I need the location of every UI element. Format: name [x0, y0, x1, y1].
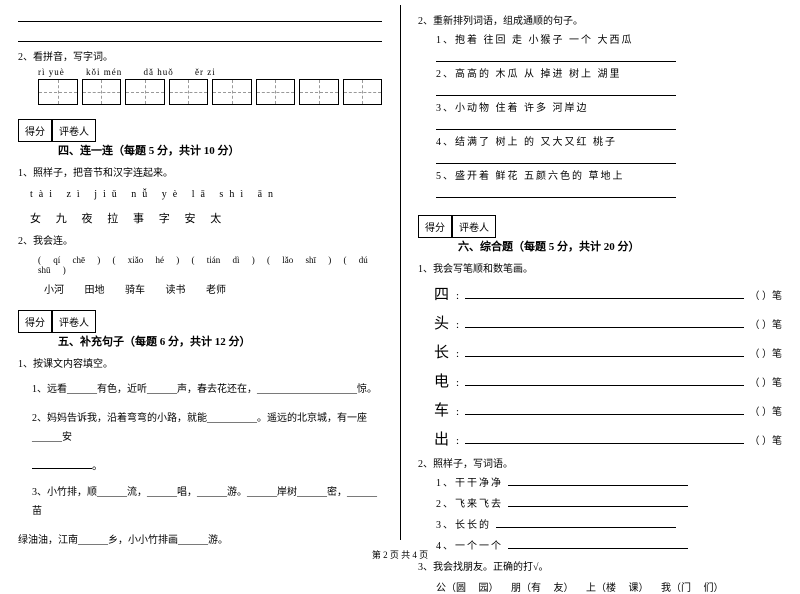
stroke-char: 四: [434, 283, 456, 304]
stroke-row: 电:（ ）笔: [434, 370, 782, 391]
score-cell: 得分: [18, 119, 52, 142]
stroke-tail: （ ）笔: [750, 345, 783, 360]
pinyin-group: rì yuè: [38, 67, 65, 77]
stroke-line: [465, 385, 743, 386]
page: 2、看拼音，写字词。 rì yuè kǒi mén dǎ huǒ ěr zi 得…: [0, 0, 800, 565]
stroke-tail: （ ）笔: [750, 403, 783, 418]
pinyin-row: rì yuè kǒi mén dǎ huǒ ěr zi: [38, 67, 382, 77]
s6-q2-label: 3、长长的: [436, 520, 491, 531]
s4-pinyin2: ( qí chē ) ( xiǎo hé ) ( tián dì ) ( lǎo…: [38, 255, 382, 275]
char-grid: [212, 79, 252, 105]
pinyin-group: kǒi mén: [86, 67, 122, 77]
pinyin-group: dǎ huǒ: [144, 67, 174, 77]
stroke-row: 出:（ ）笔: [434, 428, 782, 449]
stroke-line: [465, 356, 743, 357]
right-column: 2、重新排列词语，组成通顺的句子。 1、抱着 往回 走 小猴子 一个 大西瓜 2…: [400, 0, 800, 565]
blank: [436, 52, 676, 62]
r-q2-item: 4、结满了 树上 的 又大又红 桃子: [436, 133, 782, 148]
s6-q2-item: 1、干干净净: [436, 474, 782, 489]
stroke-line: [465, 298, 743, 299]
section-5-title: 五、补充句子（每题 6 分，共计 12 分）: [58, 333, 251, 349]
s4-words: 小河 田地 骑车 读书 老师: [44, 281, 382, 296]
blank: [508, 474, 688, 486]
score-cell: 得分: [418, 215, 452, 238]
s4-pinyin: tài zì jiǔ nǚ yè lā shì ān: [30, 189, 382, 200]
r-q2-title: 2、重新排列词语，组成通顺的句子。: [418, 12, 782, 27]
score-box: 得分 评卷人: [418, 215, 782, 238]
blank-line: [18, 8, 382, 22]
grid-row: [38, 79, 382, 105]
s5-line2-cont: 。: [32, 457, 382, 473]
stroke-tail: （ ）笔: [750, 287, 783, 302]
blank: [436, 86, 676, 96]
score-box: 得分 评卷人: [18, 119, 382, 142]
section-6-title: 六、综合题（每题 5 分，共计 20 分）: [458, 238, 640, 254]
stroke-char: 车: [434, 399, 456, 420]
blank: [496, 516, 676, 528]
stroke-row: 长:（ ）笔: [434, 341, 782, 362]
s4-hanzi: 女 九 夜 拉 事 字 安 太: [30, 210, 382, 226]
stroke-char: 长: [434, 341, 456, 362]
blank: [508, 495, 688, 507]
s6-q2: 2、照样子，写词语。: [418, 455, 782, 470]
section-6-header: 得分 评卷人 六、综合题（每题 5 分，共计 20 分）: [418, 215, 782, 254]
stroke-row: 四:（ ）笔: [434, 283, 782, 304]
pinyin-group: ěr zi: [195, 67, 216, 77]
char-grid: [299, 79, 339, 105]
stroke-tail: （ ）笔: [750, 432, 783, 447]
stroke-line: [465, 443, 743, 444]
r-q2-item: 1、抱着 往回 走 小猴子 一个 大西瓜: [436, 31, 782, 46]
grader-cell: 评卷人: [52, 119, 96, 142]
s4-q1: 1、照样子，把音节和汉字连起来。: [18, 164, 382, 179]
section-5-header: 得分 评卷人 五、补充句子（每题 6 分，共计 12 分）: [18, 310, 382, 349]
stroke-tail: （ ）笔: [750, 316, 783, 331]
blank-line: [18, 28, 382, 42]
r-q2-item: 5、盛开着 鲜花 五颜六色的 草地上: [436, 167, 782, 182]
char-grid: [169, 79, 209, 105]
section-4-title: 四、连一连（每题 5 分，共计 10 分）: [58, 142, 240, 158]
s6-q2-item: 3、长长的: [436, 516, 782, 531]
q2-title: 2、看拼音，写字词。: [18, 48, 382, 63]
s4-q2: 2、我会连。: [18, 232, 382, 247]
stroke-row: 车:（ ）笔: [434, 399, 782, 420]
char-grid: [38, 79, 78, 105]
blank: [436, 120, 676, 130]
stroke-row: 头:（ ）笔: [434, 312, 782, 333]
blank: [436, 188, 676, 198]
stroke-line: [465, 327, 743, 328]
stroke-line: [465, 414, 743, 415]
grader-cell: 评卷人: [452, 215, 496, 238]
char-grid: [82, 79, 122, 105]
score-box: 得分 评卷人: [18, 310, 382, 333]
s6-q2-item: 2、飞来飞去: [436, 495, 782, 510]
s6-q2-label: 1、干干净净: [436, 478, 503, 489]
char-grid: [125, 79, 165, 105]
stroke-char: 电: [434, 370, 456, 391]
blank: [32, 457, 92, 469]
s6-q3-line: 公（圆 园） 朋（有 友） 上（楼 课） 我（门 们）: [436, 579, 782, 594]
stroke-tail: （ ）笔: [750, 374, 783, 389]
s5-line2: 2、妈妈告诉我，沿着弯弯的小路，就能__________。遥远的北京城，有一座_…: [32, 409, 382, 447]
page-footer: 第 2 页 共 4 页: [0, 548, 800, 561]
s6-q2-label: 2、飞来飞去: [436, 499, 503, 510]
s5-q1: 1、按课文内容填空。: [18, 355, 382, 370]
section-4-header: 得分 评卷人 四、连一连（每题 5 分，共计 10 分）: [18, 119, 382, 158]
r-q2-item: 2、高高的 木瓜 从 掉进 树上 湖里: [436, 65, 782, 80]
char-grid: [343, 79, 383, 105]
stroke-char: 头: [434, 312, 456, 333]
char-grid: [256, 79, 296, 105]
score-cell: 得分: [18, 310, 52, 333]
s5-line3: 3、小竹排，顺______流，______唱，______游。______岸树_…: [32, 483, 382, 521]
s5-line1: 1、远看______有色，近听______声，春去花还在，___________…: [32, 380, 382, 399]
left-column: 2、看拼音，写字词。 rì yuè kǒi mén dǎ huǒ ěr zi 得…: [0, 0, 400, 565]
grader-cell: 评卷人: [52, 310, 96, 333]
r-q2-item: 3、小动物 住着 许多 河岸边: [436, 99, 782, 114]
stroke-char: 出: [434, 428, 456, 449]
s6-q1: 1、我会写笔顺和数笔画。: [418, 260, 782, 275]
blank: [436, 154, 676, 164]
